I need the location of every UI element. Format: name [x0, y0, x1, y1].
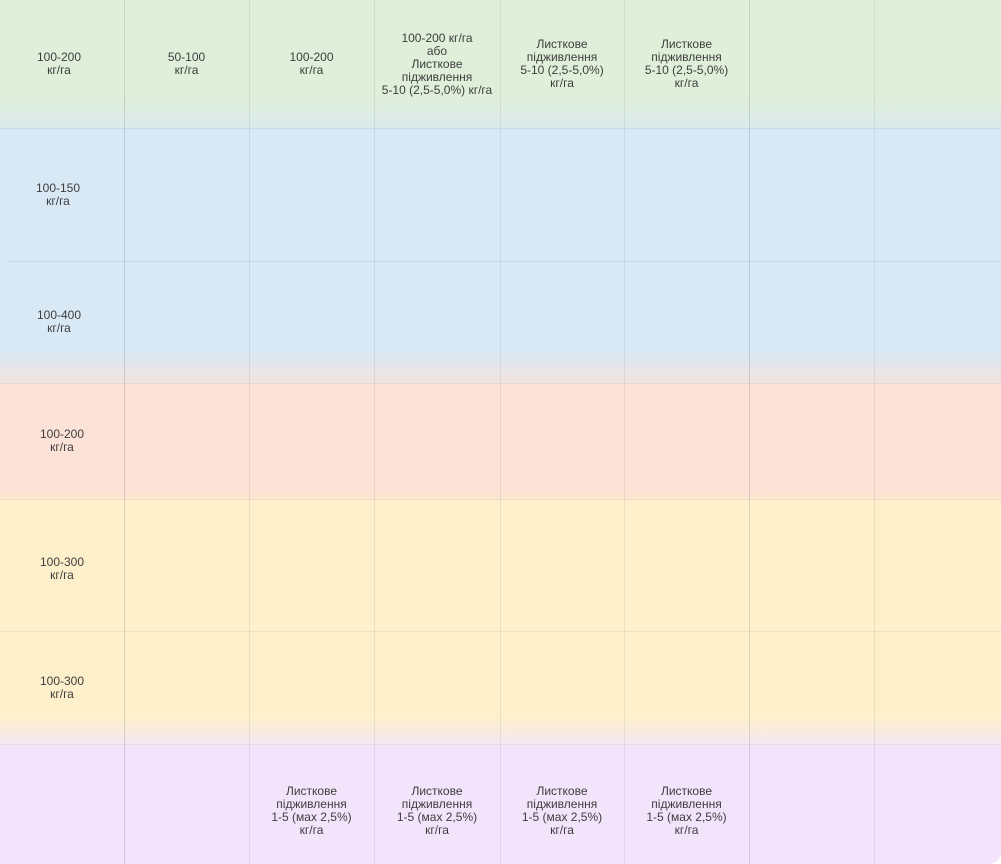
column-divider: [749, 0, 750, 864]
table-cell: Листкове підживлення 1-5 (мах 2,5%) кг/г…: [396, 784, 478, 837]
table-cell: 100-400 кг/га: [36, 308, 82, 335]
column-divider: [624, 0, 625, 864]
row-divider: [0, 744, 1001, 745]
row-band-purple: [0, 746, 1001, 864]
table-cell: Листкове підживлення 1-5 (мах 2,5%) кг/г…: [521, 784, 603, 837]
row-divider: [0, 128, 1001, 129]
table-cell: 100-300 кг/га: [39, 555, 85, 582]
column-divider: [124, 0, 125, 864]
row-band-blue: [0, 128, 1001, 384]
table-cell: Листкове підживлення 1-5 (мах 2,5%) кг/г…: [646, 784, 727, 837]
table-cell: 100-200 кг/га: [289, 50, 334, 77]
table-cell: Листкове підживлення 1-5 (мах 2,5%) кг/г…: [271, 784, 352, 837]
row-divider: [0, 383, 1001, 384]
column-divider: [374, 0, 375, 864]
table-cell: 100-200 кг/га або Листкове підживлення 5…: [381, 30, 493, 97]
table-cell: 100-200 кг/га: [36, 50, 82, 77]
row-band-yellow: [0, 500, 1001, 746]
row-divider: [0, 631, 1001, 632]
table-cell: Листкове підживлення 5-10 (2,5-5,0%) кг/…: [520, 37, 604, 90]
row-band-red: [0, 384, 1001, 500]
table-cell: 100-150 кг/га: [35, 180, 81, 208]
table-cell: Листкове підживлення 5-10 (2,5-5,0%) кг/…: [644, 37, 729, 90]
row-divider: [6, 261, 1001, 262]
table-cell: 50-100 кг/га: [167, 50, 206, 77]
row-divider: [0, 499, 1001, 500]
table-cell: 100-200 кг/га: [39, 427, 85, 454]
column-divider: [500, 0, 501, 864]
column-divider: [874, 0, 875, 864]
column-divider: [249, 0, 250, 864]
table-cell: 100-300 кг/га: [39, 673, 85, 701]
